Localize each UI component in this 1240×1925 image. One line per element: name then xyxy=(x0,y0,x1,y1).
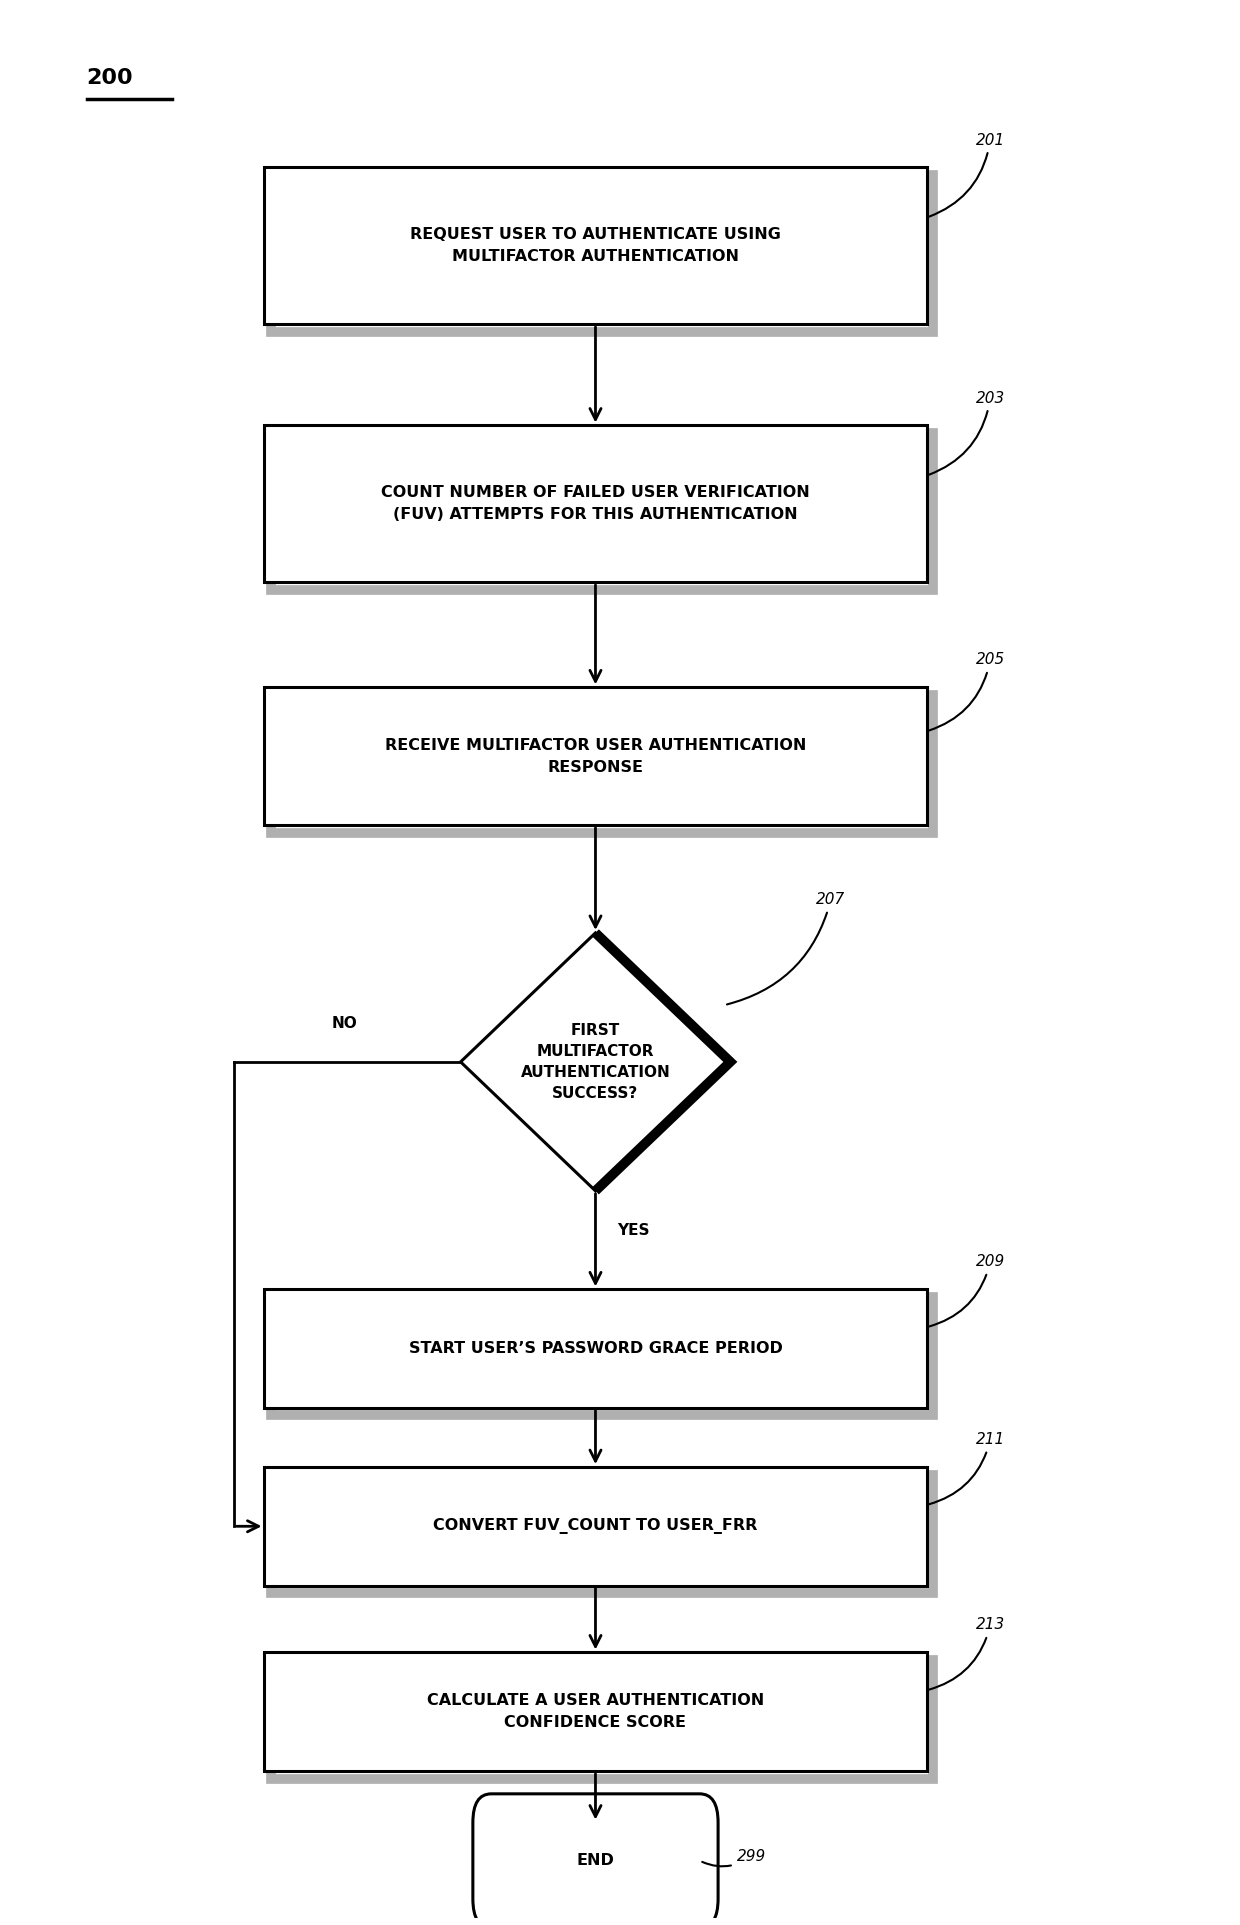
Text: CONVERT FUV_COUNT TO USER_FRR: CONVERT FUV_COUNT TO USER_FRR xyxy=(433,1519,758,1534)
FancyBboxPatch shape xyxy=(472,1794,718,1925)
Text: CALCULATE A USER AUTHENTICATION
CONFIDENCE SCORE: CALCULATE A USER AUTHENTICATION CONFIDEN… xyxy=(427,1694,764,1731)
Text: FIRST
MULTIFACTOR
AUTHENTICATION
SUCCESS?: FIRST MULTIFACTOR AUTHENTICATION SUCCESS… xyxy=(521,1022,671,1101)
Text: NO: NO xyxy=(331,1016,357,1032)
Text: 207: 207 xyxy=(727,891,846,1005)
Text: 299: 299 xyxy=(702,1848,766,1867)
FancyBboxPatch shape xyxy=(264,425,926,581)
Text: 200: 200 xyxy=(87,67,133,89)
Text: 213: 213 xyxy=(929,1617,1004,1690)
Text: START USER’S PASSWORD GRACE PERIOD: START USER’S PASSWORD GRACE PERIOD xyxy=(408,1342,782,1355)
Text: 209: 209 xyxy=(929,1255,1004,1326)
Text: COUNT NUMBER OF FAILED USER VERIFICATION
(FUV) ATTEMPTS FOR THIS AUTHENTICATION: COUNT NUMBER OF FAILED USER VERIFICATION… xyxy=(381,485,810,522)
Text: 211: 211 xyxy=(929,1432,1004,1503)
FancyBboxPatch shape xyxy=(264,1290,926,1407)
FancyBboxPatch shape xyxy=(264,1652,926,1771)
Text: 205: 205 xyxy=(929,653,1004,730)
Polygon shape xyxy=(460,934,730,1192)
Text: REQUEST USER TO AUTHENTICATE USING
MULTIFACTOR AUTHENTICATION: REQUEST USER TO AUTHENTICATE USING MULTI… xyxy=(410,227,781,264)
Text: 201: 201 xyxy=(929,133,1004,218)
FancyBboxPatch shape xyxy=(264,167,926,323)
Text: END: END xyxy=(577,1854,614,1869)
FancyBboxPatch shape xyxy=(264,1467,926,1586)
Text: 203: 203 xyxy=(929,391,1004,475)
FancyBboxPatch shape xyxy=(264,687,926,826)
Text: YES: YES xyxy=(618,1222,650,1238)
Text: RECEIVE MULTIFACTOR USER AUTHENTICATION
RESPONSE: RECEIVE MULTIFACTOR USER AUTHENTICATION … xyxy=(384,737,806,774)
